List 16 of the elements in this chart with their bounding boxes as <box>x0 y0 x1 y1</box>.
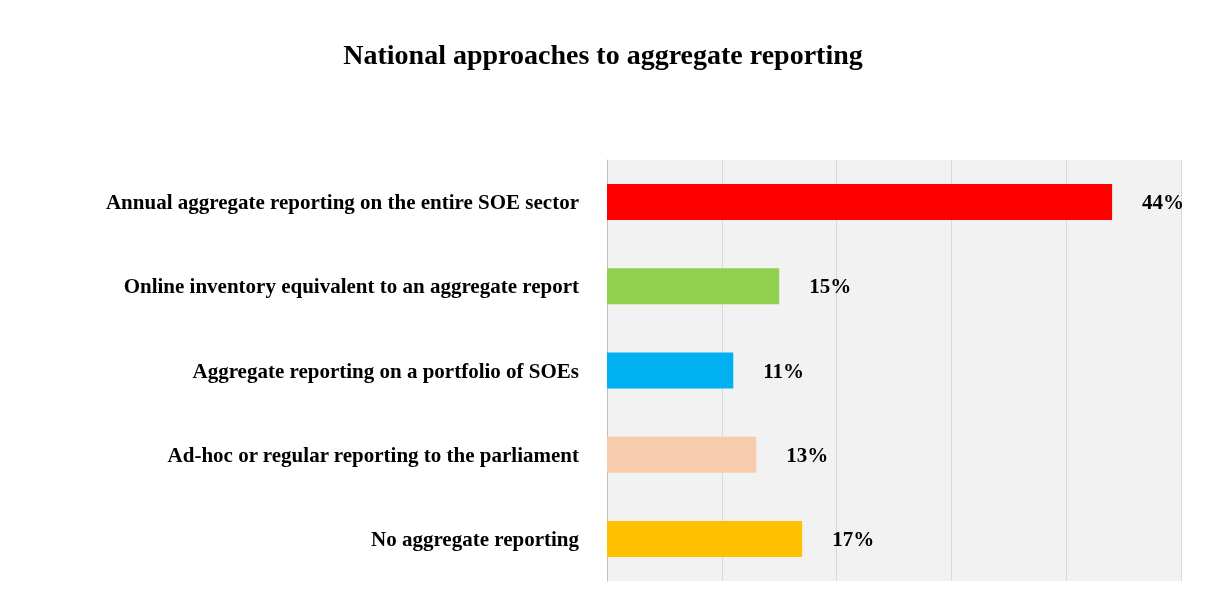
y-tick-label: No aggregate reporting <box>370 526 580 551</box>
data-label: 13% <box>786 442 829 467</box>
data-label: 15% <box>809 274 852 299</box>
data-label: 17% <box>832 526 875 551</box>
data-label: 11% <box>763 358 805 383</box>
bar <box>607 352 734 389</box>
bar <box>607 184 1113 221</box>
y-tick-label: Online inventory equivalent to an aggregate report <box>123 274 579 299</box>
bar <box>607 520 803 557</box>
data-label: 44% <box>1142 190 1185 215</box>
y-tick-label: Aggregate reporting on a portfolio of SOEs <box>192 358 579 383</box>
y-tick-label: Ad-hoc or regular reporting to the parliament <box>167 442 579 467</box>
chart-title: National approaches to aggregate reporting <box>343 38 863 70</box>
bar <box>607 436 757 473</box>
bar <box>607 268 780 305</box>
y-tick-label: Annual aggregate reporting on the entire SOE sector <box>105 190 579 215</box>
